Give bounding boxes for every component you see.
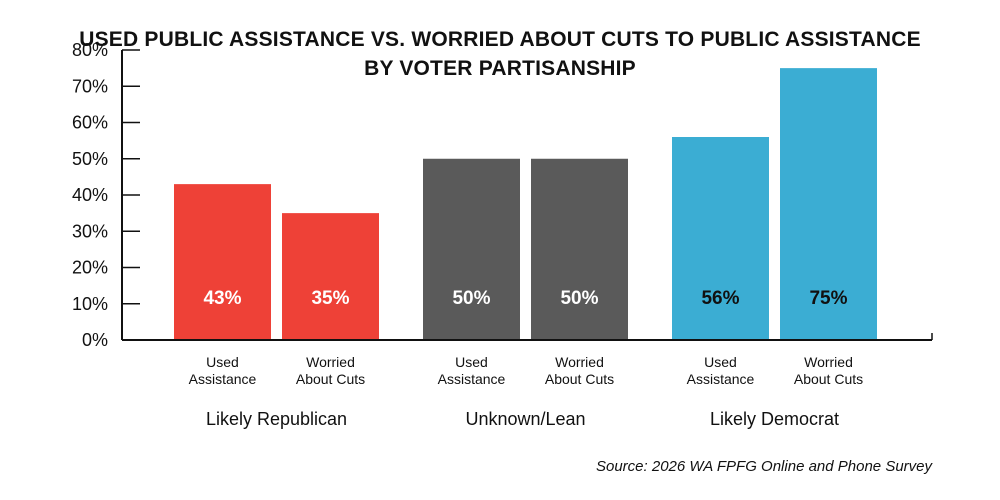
group-label: Likely Democrat (710, 409, 839, 429)
bar-category-label: Worried About Cuts (794, 354, 863, 387)
bar-value-label: 43% (203, 288, 241, 309)
bar-value-label: 50% (560, 288, 598, 309)
group-label: Likely Republican (206, 409, 347, 429)
bar (282, 213, 379, 340)
bar (672, 137, 769, 340)
y-tick-label: 10% (72, 294, 108, 314)
bar-value-label: 35% (311, 288, 349, 309)
bar-category-label: Used Assistance (189, 354, 257, 387)
bar-category-label: Used Assistance (687, 354, 755, 387)
y-tick-label: 30% (72, 221, 108, 241)
source-note: Source: 2026 WA FPFG Online and Phone Su… (595, 458, 932, 475)
bar-value-label: 75% (809, 288, 847, 309)
bar-category-label: Used Assistance (438, 354, 506, 387)
y-tick-label: 60% (72, 113, 108, 133)
y-tick-label: 20% (72, 258, 108, 278)
bar (423, 158, 520, 340)
chart-title-line-2: BY VOTER PARTISANSHIP (364, 57, 636, 80)
y-tick-label: 50% (72, 149, 108, 169)
bar-value-label: 50% (452, 288, 490, 309)
chart-title-line-1: USED PUBLIC ASSISTANCE VS. WORRIED ABOUT… (79, 28, 921, 51)
bar (174, 184, 271, 340)
bar (780, 68, 877, 340)
y-tick-label: 80% (72, 40, 108, 60)
bar-category-label: Worried About Cuts (545, 354, 614, 387)
group-label: Unknown/Lean (465, 409, 585, 429)
bar-value-label: 56% (701, 288, 739, 309)
y-tick-label: 0% (82, 330, 108, 350)
y-tick-label: 40% (72, 185, 108, 205)
bar (531, 158, 628, 340)
bar-category-label: Worried About Cuts (296, 354, 365, 387)
y-tick-label: 70% (72, 76, 108, 96)
